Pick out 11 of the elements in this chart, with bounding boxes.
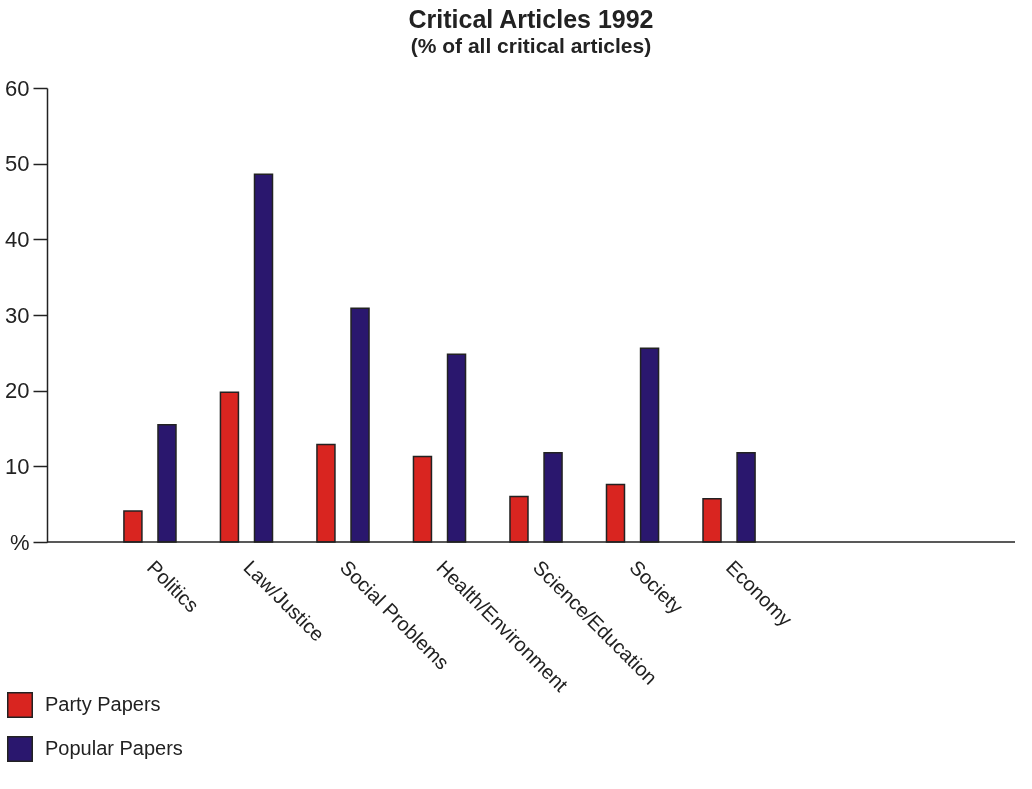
chart-subtitle: (% of all critical articles) — [410, 34, 652, 57]
y-tick-label: 30 — [5, 302, 30, 328]
legend-label: Popular Papers — [45, 737, 183, 759]
y-tick-label: 20 — [5, 378, 30, 404]
y-tick-label: 50 — [5, 151, 30, 177]
y-tick-label: 10 — [5, 453, 30, 479]
y-tick-label: 40 — [5, 226, 30, 252]
y-tick-label: % — [9, 529, 30, 555]
y-tick-label: 60 — [5, 75, 30, 101]
chart-title: Critical Articles 1992 — [408, 5, 654, 33]
legend-label: Party Papers — [45, 693, 161, 715]
